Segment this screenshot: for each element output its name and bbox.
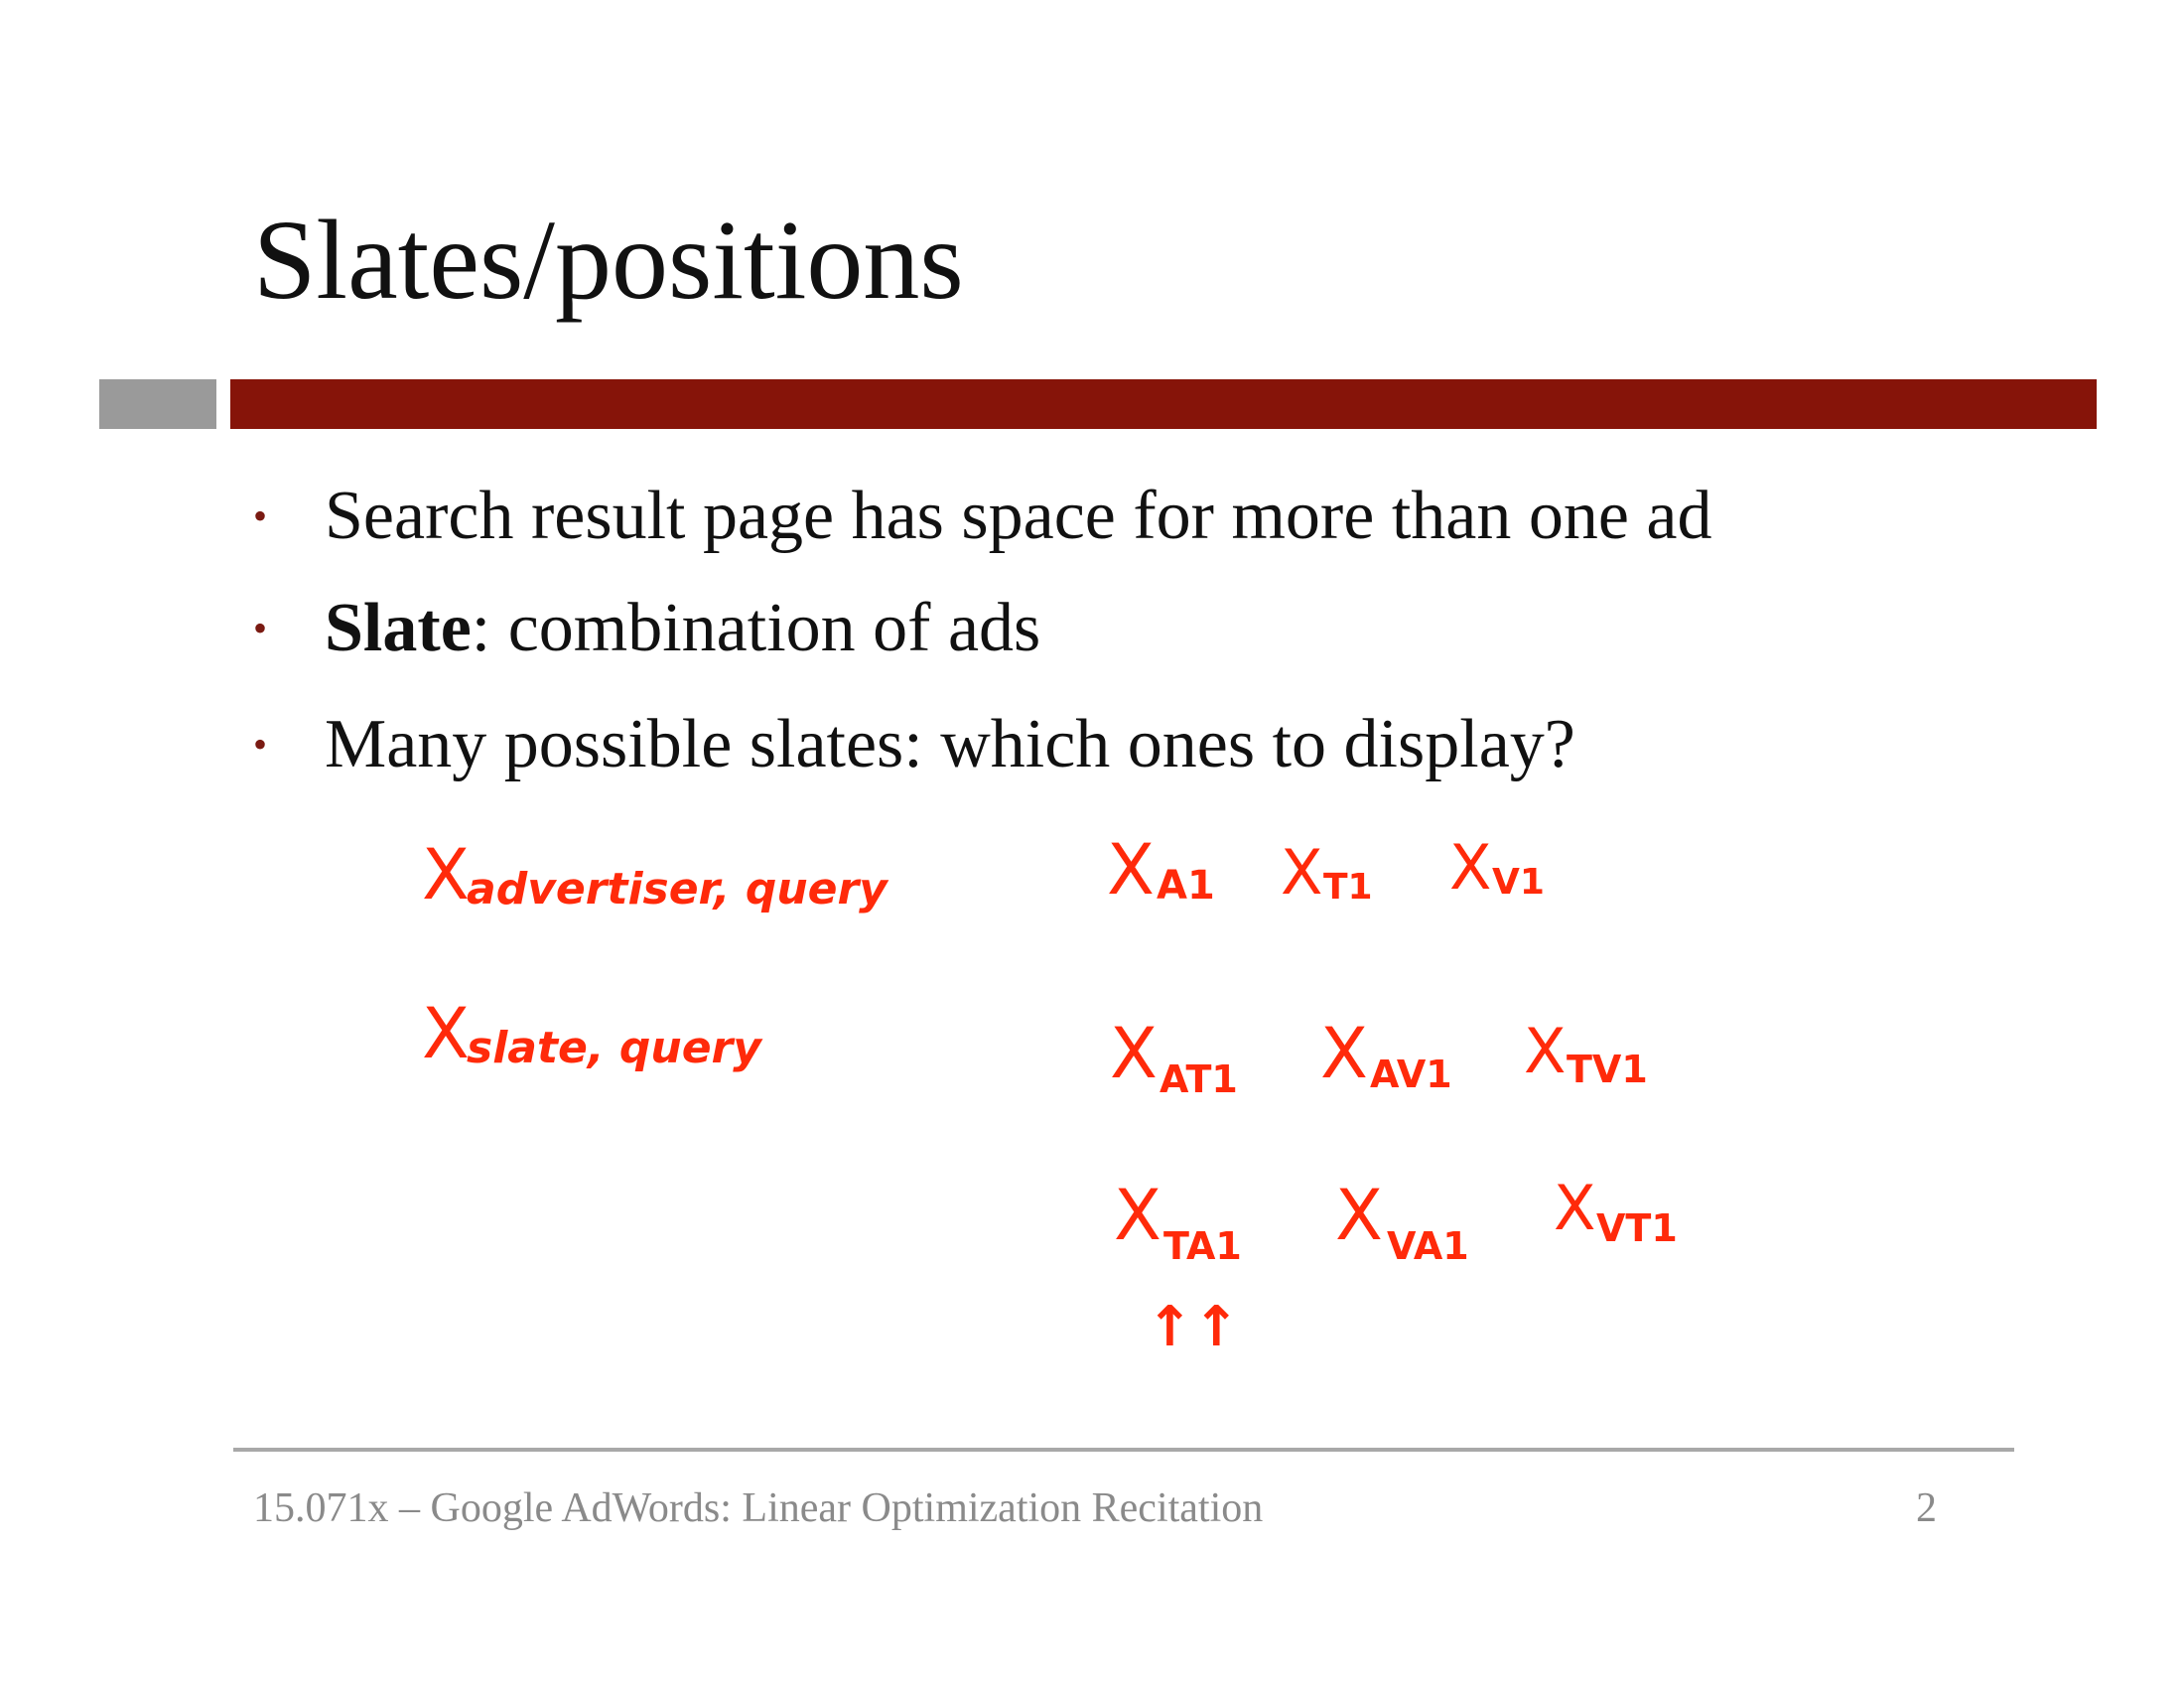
- title-bar-gray-block: [99, 379, 216, 429]
- annotation-subscript: advertiser, query: [467, 864, 889, 914]
- annotation-x-letter: X: [1554, 1172, 1595, 1244]
- bullet-item: • Search result page has space for more t…: [253, 482, 1711, 551]
- bullet-dot: •: [253, 492, 268, 538]
- annotation-subscript: VA1: [1387, 1224, 1469, 1268]
- annotation-subscript: V1: [1492, 862, 1545, 903]
- bullet-dot: •: [253, 605, 268, 650]
- annotation-x-letter: X: [1107, 829, 1155, 911]
- annotation-x-letter: X: [422, 834, 470, 915]
- annotation-x-letter: X: [1524, 1015, 1566, 1087]
- title-bar-red-rule: [230, 379, 2097, 429]
- annotation-x-letter: X: [1320, 1013, 1368, 1094]
- annotation-x-letter: X: [1110, 1013, 1158, 1094]
- annotation-x-letter: X: [1449, 831, 1491, 904]
- annotation-subscript: VT1: [1596, 1206, 1678, 1250]
- bullet-text: Search result page has space for more th…: [325, 478, 1712, 554]
- annotation-subscript: TV1: [1567, 1048, 1648, 1091]
- annotation-subscript: AT1: [1160, 1057, 1238, 1101]
- bullet-item: • Slate: combination of ads: [253, 594, 1040, 663]
- annotation-x-letter: X: [1281, 836, 1322, 909]
- bullet-item: • Many possible slates: which ones to dis…: [253, 710, 1575, 779]
- footer-rule: [233, 1448, 2014, 1452]
- slide-title: Slates/positions: [253, 197, 964, 323]
- annotation-subscript: TA1: [1163, 1224, 1242, 1268]
- bullet-text: Many possible slates: which ones to disp…: [325, 706, 1575, 782]
- bullet-dot: •: [253, 721, 268, 767]
- annotation-x-letter: X: [422, 993, 470, 1074]
- footer-course-title: 15.071x – Google AdWords: Linear Optimiz…: [253, 1485, 1264, 1531]
- annotation-subscript: AV1: [1370, 1053, 1452, 1096]
- annotation-x-letter: X: [1114, 1175, 1161, 1256]
- annotation-subscript: slate, query: [467, 1023, 763, 1073]
- annotation-subscript: A1: [1157, 863, 1215, 909]
- page-number: 2: [1916, 1485, 1937, 1531]
- bullet-text: : combination of ads: [471, 590, 1041, 666]
- bullet-bold-term: Slate: [325, 590, 472, 666]
- annotation-arrows: ↑↑: [1147, 1295, 1240, 1359]
- annotation-subscript: T1: [1323, 867, 1373, 908]
- annotation-x-letter: X: [1335, 1175, 1383, 1256]
